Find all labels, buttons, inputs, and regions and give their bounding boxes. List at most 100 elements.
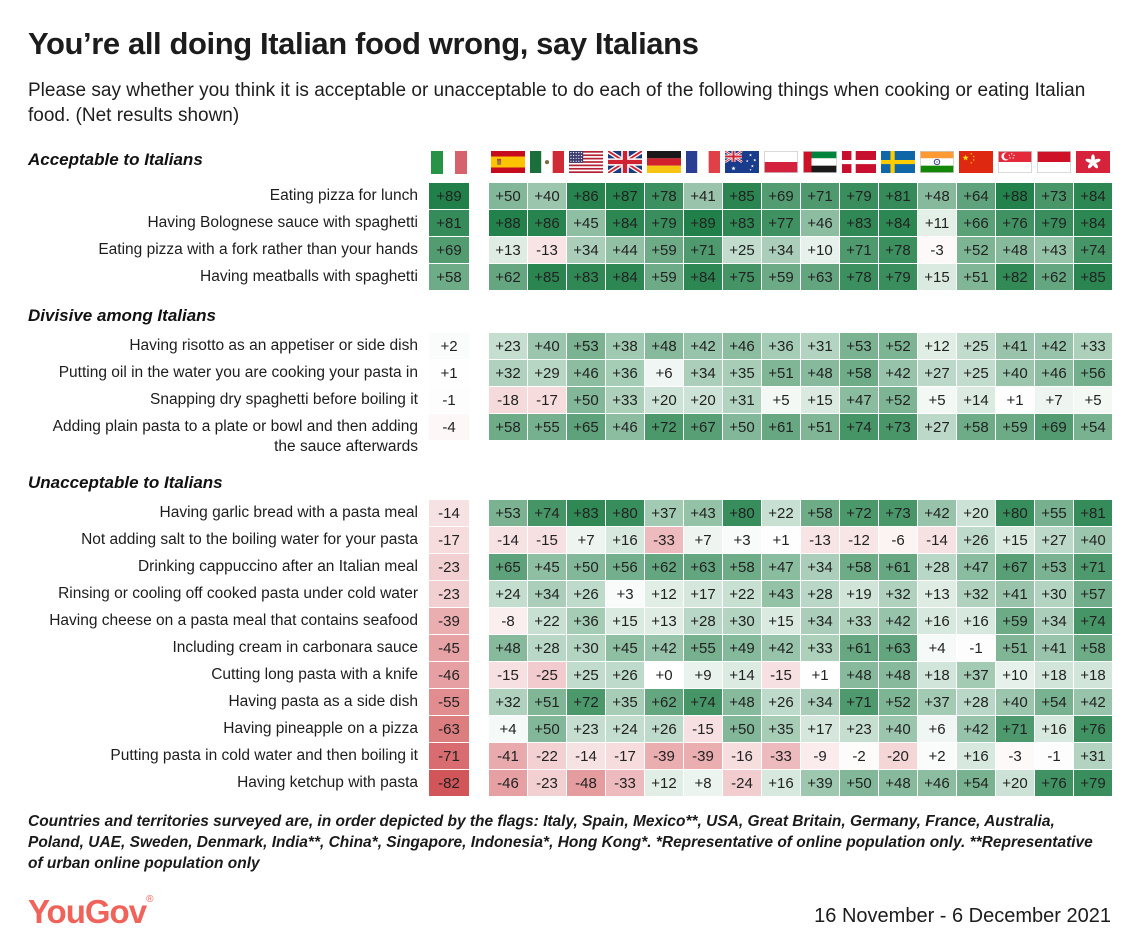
table-row: Having pineapple on a pizza -63 +4 +50 +23 +2… (28, 716, 1112, 743)
heatmap-cell: +47 (762, 554, 800, 581)
row-label: Having pineapple on a pizza (223, 720, 418, 738)
heatmap-cell: +51 (528, 689, 566, 716)
heatmap-cell: +69 (1035, 414, 1073, 441)
heatmap-cell: +71 (1074, 554, 1112, 581)
heatmap-cell: -16 (723, 743, 761, 770)
heatmap-cell: +88 (996, 183, 1034, 210)
heatmap-cell: +63 (801, 264, 839, 291)
heatmap-cell: +1 (996, 387, 1034, 414)
heatmap-cell: +50 (567, 554, 605, 581)
heatmap-cell: +34 (528, 581, 566, 608)
heatmap-cell: +50 (528, 716, 566, 743)
heatmap-cell: +16 (957, 608, 995, 635)
table-row: Having garlic bread with a pasta meal -14… (28, 500, 1112, 527)
heatmap-cell-italy: -17 (429, 527, 469, 554)
heatmap-cell: -3 (996, 743, 1034, 770)
table-row: Putting oil in the water you are cooking… (28, 360, 1112, 387)
page-subtitle: Please say whether you think it is accep… (28, 80, 1086, 127)
row-label: Rinsing or cooling off cooked pasta unde… (58, 585, 418, 603)
heatmap-cell: +65 (489, 554, 527, 581)
flag-great-britain-icon (606, 150, 644, 174)
heatmap-cell: +56 (1074, 360, 1112, 387)
flag-hong-kong-icon (1074, 150, 1112, 174)
heatmap-cell: +87 (606, 183, 644, 210)
heatmap-cell: +36 (762, 333, 800, 360)
heatmap-cell: +28 (957, 689, 995, 716)
table-row: Adding plain pasta to a plate or bowl an… (28, 414, 1112, 457)
table-row: Eating pizza for lunch +89 +50 +40 +86 +87 +78… (28, 183, 1112, 210)
heatmap-cell: +46 (1035, 360, 1073, 387)
heatmap-cell: +4 (918, 635, 956, 662)
flag-mexico-icon (528, 150, 566, 174)
heatmap-cell: +42 (1074, 689, 1112, 716)
heatmap-cell-italy: +89 (429, 183, 469, 210)
table-row: Having pasta as a side dish -55 +32 +51 +72 +… (28, 689, 1112, 716)
heatmap-cell: +37 (645, 500, 683, 527)
heatmap-cell: +28 (918, 554, 956, 581)
heatmap-cell: +71 (684, 237, 722, 264)
heatmap-cell: +42 (762, 635, 800, 662)
registered-mark-icon: ® (146, 894, 153, 905)
heatmap-cell: +54 (957, 770, 995, 797)
heatmap-cell: +48 (801, 360, 839, 387)
heatmap-cell: +12 (645, 581, 683, 608)
heatmap-cell-italy: -55 (429, 689, 469, 716)
heatmap-cell: +34 (1035, 608, 1073, 635)
heatmap-cell: +58 (489, 414, 527, 441)
heatmap-cell: -1 (1035, 743, 1073, 770)
heatmap-cell: +58 (840, 360, 878, 387)
heatmap-cell: +54 (1074, 414, 1112, 441)
heatmap-cell-italy: -23 (429, 554, 469, 581)
heatmap-cell: +11 (918, 210, 956, 237)
heatmap-cell: +33 (840, 608, 878, 635)
heatmap-cell: +85 (723, 183, 761, 210)
heatmap-cell: +29 (528, 360, 566, 387)
heatmap-cell: +58 (723, 554, 761, 581)
section-header: Divisive among Italians (28, 306, 217, 326)
heatmap-cell: +50 (489, 183, 527, 210)
heatmap-cell: +83 (567, 264, 605, 291)
page-title: You’re all doing Italian food wrong, say… (28, 26, 699, 61)
heatmap-cell: +51 (957, 264, 995, 291)
heatmap-cell: +20 (684, 387, 722, 414)
heatmap-cell: +26 (567, 581, 605, 608)
heatmap-cell: +33 (606, 387, 644, 414)
heatmap-cell: +54 (1035, 689, 1073, 716)
heatmap-cell: +83 (723, 210, 761, 237)
heatmap-cell: -2 (840, 743, 878, 770)
heatmap-cell: +31 (723, 387, 761, 414)
heatmap-cell: +6 (645, 360, 683, 387)
heatmap-cell: +74 (528, 500, 566, 527)
heatmap-cell-italy: -1 (429, 387, 469, 414)
row-label: Including cream in carbonara sauce (172, 639, 418, 657)
heatmap-cell: +88 (489, 210, 527, 237)
heatmap-cell: +26 (762, 689, 800, 716)
heatmap-cell: +23 (840, 716, 878, 743)
heatmap-cell: +72 (567, 689, 605, 716)
heatmap-cell: +48 (918, 183, 956, 210)
flag-uae-icon (801, 150, 839, 174)
heatmap-cell: +80 (606, 500, 644, 527)
heatmap-cell: +42 (645, 635, 683, 662)
heatmap-cell: -6 (879, 527, 917, 554)
row-label: Putting pasta in cold water and then boi… (110, 747, 418, 765)
heatmap-cell: +32 (957, 581, 995, 608)
heatmap-cell: +18 (918, 662, 956, 689)
heatmap-cell: +72 (840, 500, 878, 527)
heatmap-cell: +15 (606, 608, 644, 635)
heatmap-cell: +62 (1035, 264, 1073, 291)
heatmap-cell: +14 (957, 387, 995, 414)
heatmap-cell: +57 (1074, 581, 1112, 608)
heatmap-cell: +42 (684, 333, 722, 360)
heatmap-cell: +40 (879, 716, 917, 743)
heatmap-cell: -14 (918, 527, 956, 554)
heatmap-cell: +67 (996, 554, 1034, 581)
heatmap-cell: +12 (645, 770, 683, 797)
heatmap-cell: +5 (762, 387, 800, 414)
heatmap-cell: -15 (528, 527, 566, 554)
table-row: Having risotto as an appetiser or side d… (28, 333, 1112, 360)
heatmap-cell: +84 (684, 264, 722, 291)
heatmap-cell: +2 (918, 743, 956, 770)
heatmap-cell: +16 (1035, 716, 1073, 743)
flag-singapore-icon (996, 150, 1034, 174)
